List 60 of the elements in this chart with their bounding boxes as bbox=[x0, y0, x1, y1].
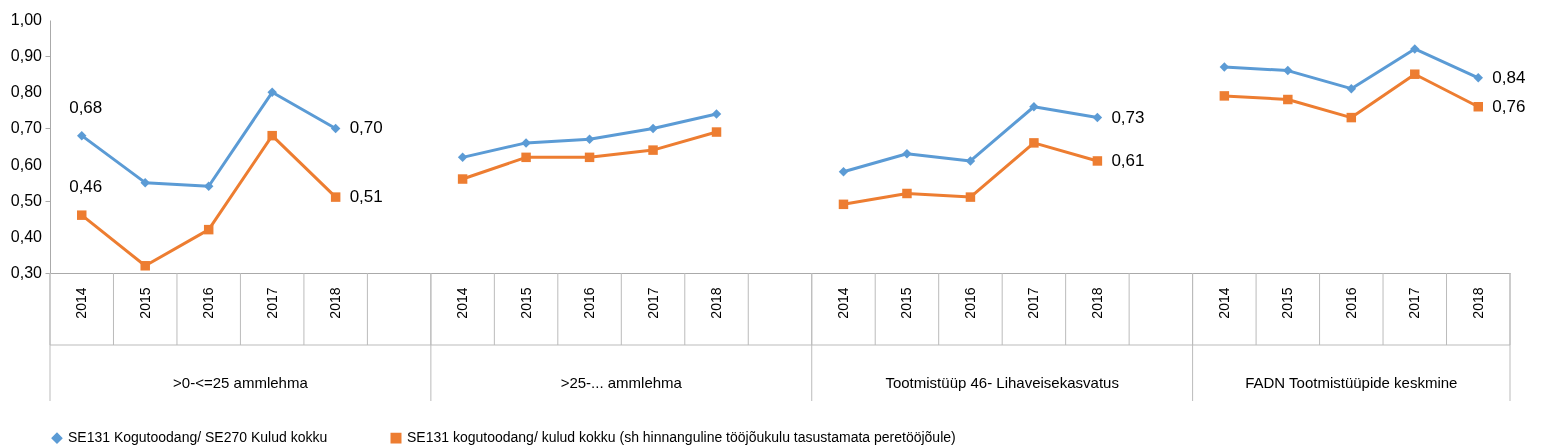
x-tick-label: 2016 bbox=[1342, 287, 1359, 319]
point bbox=[77, 130, 87, 141]
x-tick-label: 2016 bbox=[581, 287, 598, 319]
data-label: 0,61 bbox=[1111, 150, 1145, 170]
text: Tootmistüüp 46- Lihaveisekasvatus bbox=[885, 374, 1119, 391]
x-tick-label: 2017 bbox=[1025, 287, 1042, 319]
y-tick-label: 1,00 bbox=[10, 11, 43, 28]
legend-label: SE131 Kogutoodang/ SE270 Kulud kokku bbox=[68, 429, 328, 446]
point bbox=[203, 224, 214, 235]
data-label: 0,73 bbox=[1111, 107, 1145, 127]
legend-label: SE131 kogutoodang/ kulud kokku (sh hinnanguline tööjõukulu tasustamata peretööjõule) bbox=[407, 429, 956, 446]
x-tick-label: 2015 bbox=[1279, 287, 1296, 319]
y-tick-label: 0,90 bbox=[10, 47, 43, 65]
point bbox=[1473, 102, 1483, 112]
data-label: 0,70 bbox=[349, 118, 383, 138]
y-tick-label: 0,30 bbox=[10, 264, 43, 281]
point bbox=[1346, 83, 1357, 94]
x-tick-label: 2018 bbox=[327, 287, 344, 319]
point bbox=[1473, 73, 1483, 83]
data-label: 0,84 bbox=[1492, 67, 1526, 87]
point bbox=[140, 177, 150, 188]
data-label: 0,51 bbox=[349, 187, 383, 207]
point bbox=[330, 123, 341, 134]
x-tick-label: 2014 bbox=[73, 287, 90, 319]
point bbox=[330, 192, 341, 202]
text: >25-... ammlehma bbox=[560, 374, 683, 391]
point bbox=[1410, 44, 1420, 54]
x-tick-label: 2014 bbox=[834, 287, 851, 319]
point bbox=[1283, 65, 1293, 76]
y-tick-label: 0,70 bbox=[10, 119, 43, 137]
text: FADN Tootmistüüpide keskmine bbox=[1245, 374, 1458, 391]
point bbox=[267, 130, 277, 141]
x-tick-label: 2017 bbox=[644, 287, 661, 319]
x-tick-label: 2015 bbox=[517, 287, 534, 319]
point bbox=[1219, 91, 1230, 101]
data-label: 0,68 bbox=[69, 97, 103, 117]
point bbox=[1346, 112, 1357, 123]
x-tick-label: 2017 bbox=[1406, 287, 1423, 319]
y-tick-label: 0,80 bbox=[10, 83, 43, 101]
y-tick-label: 0,60 bbox=[10, 155, 43, 173]
y-tick-label: 0,50 bbox=[10, 191, 43, 209]
y-tick-label: 0,40 bbox=[10, 227, 43, 245]
x-tick-label: 2018 bbox=[708, 287, 725, 319]
x-tick-label: 2016 bbox=[961, 287, 978, 319]
point bbox=[1410, 69, 1420, 79]
data-label: 0,46 bbox=[69, 177, 103, 197]
x-tick-label: 2017 bbox=[263, 287, 280, 319]
x-tick-label: 2014 bbox=[1215, 287, 1232, 319]
x-tick-label: 2015 bbox=[898, 287, 915, 319]
point bbox=[140, 261, 150, 271]
point bbox=[77, 210, 87, 220]
data-label: 0,76 bbox=[1492, 96, 1526, 116]
point bbox=[267, 87, 277, 98]
x-tick-label: 2016 bbox=[200, 287, 217, 319]
x-tick-label: 2018 bbox=[1469, 287, 1486, 319]
x-tick-label: 2015 bbox=[136, 287, 153, 319]
x-tick-label: 2014 bbox=[454, 287, 471, 319]
text: >0-<=25 ammlehma bbox=[173, 374, 309, 391]
x-tick-label: 2018 bbox=[1088, 287, 1105, 319]
point bbox=[1283, 94, 1293, 105]
